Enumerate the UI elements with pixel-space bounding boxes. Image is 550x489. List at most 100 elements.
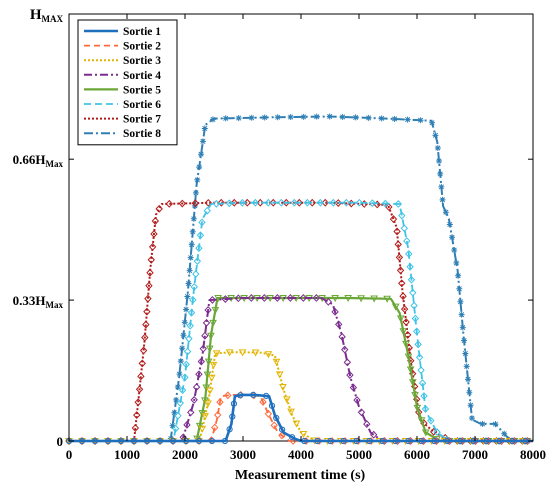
data-point: [195, 370, 203, 379]
data-point: [418, 379, 427, 388]
data-point: [462, 350, 469, 357]
data-point: [340, 437, 347, 445]
tick-layer: 0 1000 2000 3000 4000 5000 6000 7000 800000.33HM…: [13, 7, 546, 462]
data-point: [331, 294, 339, 302]
data-point: [150, 230, 158, 238]
data-point: [420, 392, 428, 400]
x-tick-label: 3000: [230, 447, 256, 462]
data-point: [394, 240, 402, 249]
data-point: [413, 327, 421, 336]
legend-label: Sortie 6: [123, 99, 161, 111]
legend-label: Sortie 7: [123, 114, 161, 126]
data-point: [165, 199, 173, 208]
data-point: [446, 221, 453, 228]
data-point: [238, 349, 247, 357]
data-point: [394, 200, 403, 208]
data-point: [483, 437, 490, 445]
data-point: [366, 437, 373, 445]
data-point: [250, 391, 257, 398]
data-point: [327, 437, 334, 445]
data-point: [217, 198, 225, 207]
data-point: [289, 434, 296, 441]
data-point: [146, 268, 154, 277]
data-point: [379, 437, 386, 445]
data-point: [411, 314, 420, 323]
data-point: [355, 198, 364, 207]
data-point: [459, 324, 466, 331]
data-point: [260, 294, 269, 302]
data-point: [261, 114, 268, 121]
data-point: [295, 198, 303, 207]
data-point: [496, 437, 503, 445]
y-tick-label-sub: Max: [46, 159, 64, 169]
data-point: [301, 437, 308, 445]
data-point: [192, 189, 199, 196]
data-point: [396, 315, 405, 323]
data-point: [143, 307, 151, 316]
data-point: [273, 414, 280, 422]
data-point: [226, 426, 233, 433]
legend-label: Sortie 2: [123, 41, 161, 53]
data-point: [187, 254, 194, 261]
data-point: [148, 242, 157, 251]
legend-box: [77, 19, 178, 146]
legend-entry: Sortie 2: [84, 41, 161, 53]
data-point: [187, 408, 195, 417]
data-point: [203, 206, 211, 215]
data-point: [225, 349, 234, 357]
data-point: [326, 113, 333, 120]
legend-entry: Sortie 1: [84, 26, 161, 38]
data-point: [235, 115, 242, 122]
data-point: [142, 320, 150, 329]
data-point: [230, 400, 238, 407]
data-point: [468, 415, 475, 422]
data-point: [277, 198, 286, 207]
data-point: [299, 294, 308, 302]
data-point: [421, 429, 430, 437]
data-point: [405, 437, 412, 445]
data-point: [190, 282, 198, 291]
data-point: [230, 198, 238, 207]
data-point: [192, 270, 200, 278]
data-point: [417, 417, 426, 425]
data-point: [415, 353, 424, 362]
data-point: [182, 437, 190, 445]
data-point: [308, 198, 316, 207]
data-point: [78, 437, 86, 445]
data-point: [363, 420, 371, 429]
data-point: [205, 345, 214, 353]
data-point: [279, 384, 287, 392]
data-point: [501, 430, 508, 437]
data-point: [290, 198, 299, 207]
data-point: [264, 198, 273, 207]
data-point: [399, 328, 408, 336]
legend-label: Sortie 1: [123, 26, 161, 38]
data-point: [458, 311, 465, 318]
data-point: [212, 199, 221, 208]
legend: Sortie 1 Sortie 2 Sortie 3 Sortie 4 Sortie 5…: [77, 19, 178, 146]
data-point: [418, 437, 425, 445]
data-point: [417, 117, 424, 124]
data-point: [278, 431, 286, 440]
data-point: [151, 217, 160, 225]
data-point: [331, 307, 339, 316]
data-point: [176, 399, 184, 407]
x-tick-label: 5000: [346, 447, 372, 462]
data-point: [247, 294, 256, 302]
legend-entry: Sortie 8: [84, 128, 161, 140]
data-point: [251, 349, 260, 357]
data-point: [399, 292, 407, 301]
x-tick-label: 6000: [404, 447, 430, 462]
data-point: [256, 198, 264, 207]
data-point: [229, 413, 236, 420]
data-point: [198, 218, 206, 227]
data-point: [393, 227, 401, 236]
y-tick-label-sub: Max: [46, 300, 64, 310]
data-point: [509, 437, 516, 445]
data-point: [287, 114, 294, 121]
data-point: [400, 224, 408, 233]
data-point: [269, 198, 277, 207]
data-point: [349, 383, 358, 392]
data-point: [204, 306, 212, 314]
data-point: [396, 266, 405, 275]
